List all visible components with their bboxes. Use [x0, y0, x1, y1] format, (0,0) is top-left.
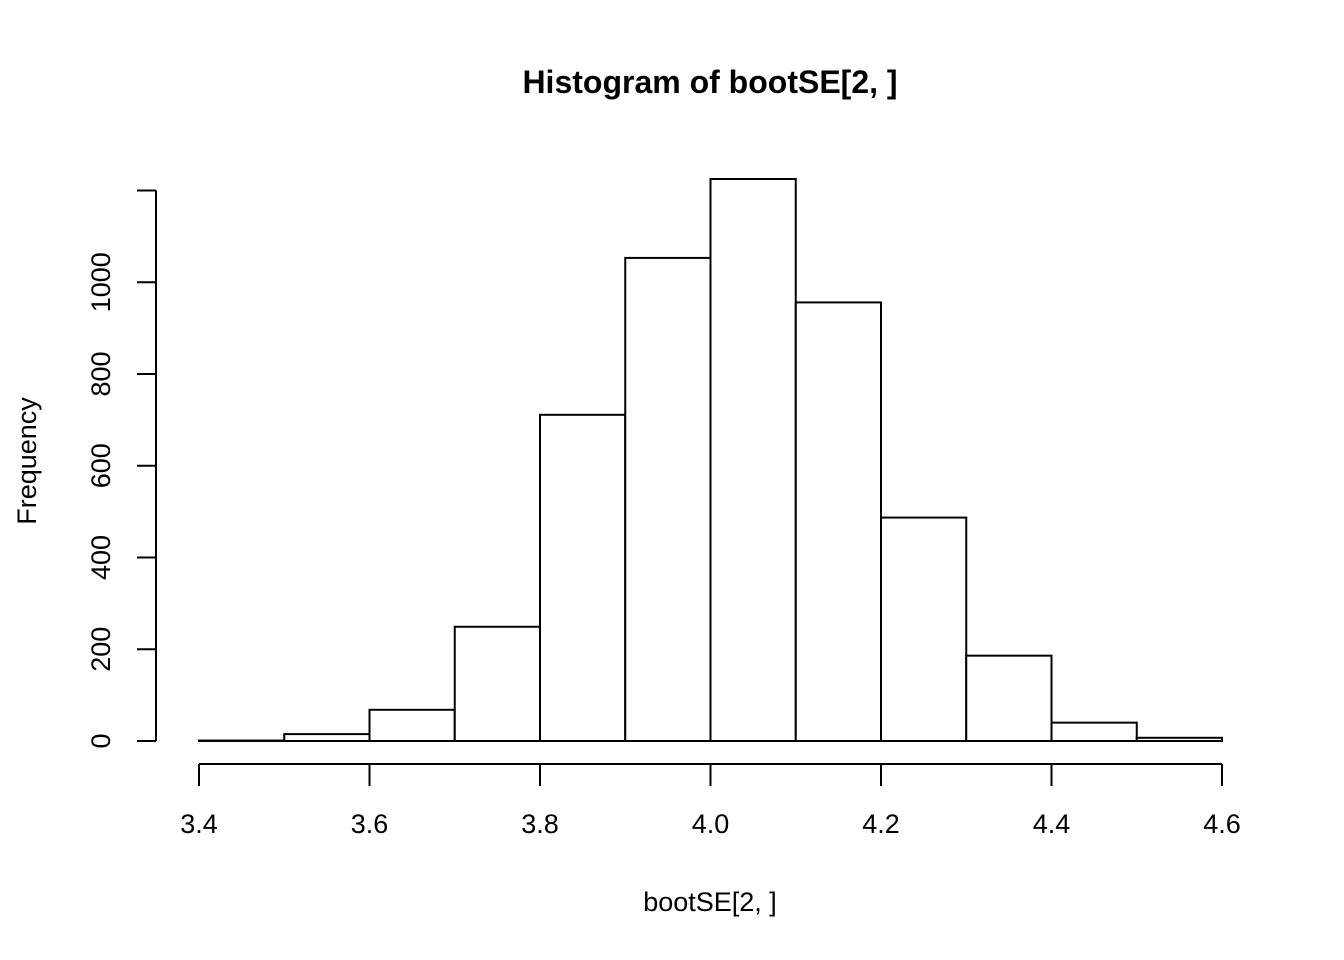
x-tick-label-5: 4.4 [1033, 809, 1071, 839]
y-axis: 0 200 400 600 800 1000 [86, 189, 157, 749]
histogram-bar-4 [539, 413, 627, 742]
y-tick-label-0: 0 [86, 733, 116, 748]
x-tick-label-0: 3.4 [180, 809, 218, 839]
x-tick-label-2: 3.8 [521, 809, 559, 839]
x-tick-label-1: 3.6 [351, 809, 389, 839]
histogram-bar-10 [1050, 721, 1138, 743]
x-tick-label-6: 4.6 [1203, 809, 1241, 839]
histogram-bar-3 [453, 625, 541, 742]
histogram-bar-2 [368, 708, 456, 743]
chart-title: Histogram of bootSE[2, ] [522, 64, 897, 100]
histogram-bar-1 [283, 733, 371, 742]
y-tick-label-4: 800 [86, 351, 116, 396]
histogram-bar-8 [880, 516, 968, 743]
x-axis-label: bootSE[2, ] [643, 887, 777, 917]
histogram-bar-5 [624, 256, 712, 742]
histogram-bar-7 [794, 301, 882, 742]
histogram-bar-6 [709, 178, 797, 742]
x-tick-label-4: 4.2 [862, 809, 900, 839]
histogram-bar-11 [1135, 736, 1223, 743]
histogram-bar-9 [965, 654, 1053, 742]
histogram-bars [198, 178, 1223, 743]
x-axis: 3.4 3.6 3.8 4.0 4.2 4.4 4.6 [180, 763, 1241, 839]
x-tick-label-3: 4.0 [692, 809, 730, 839]
y-axis-label: Frequency [12, 397, 42, 525]
y-tick-label-2: 400 [86, 535, 116, 580]
y-tick-label-1: 200 [86, 627, 116, 672]
y-tick-label-5: 1000 [86, 252, 116, 312]
y-tick-label-3: 600 [86, 443, 116, 488]
